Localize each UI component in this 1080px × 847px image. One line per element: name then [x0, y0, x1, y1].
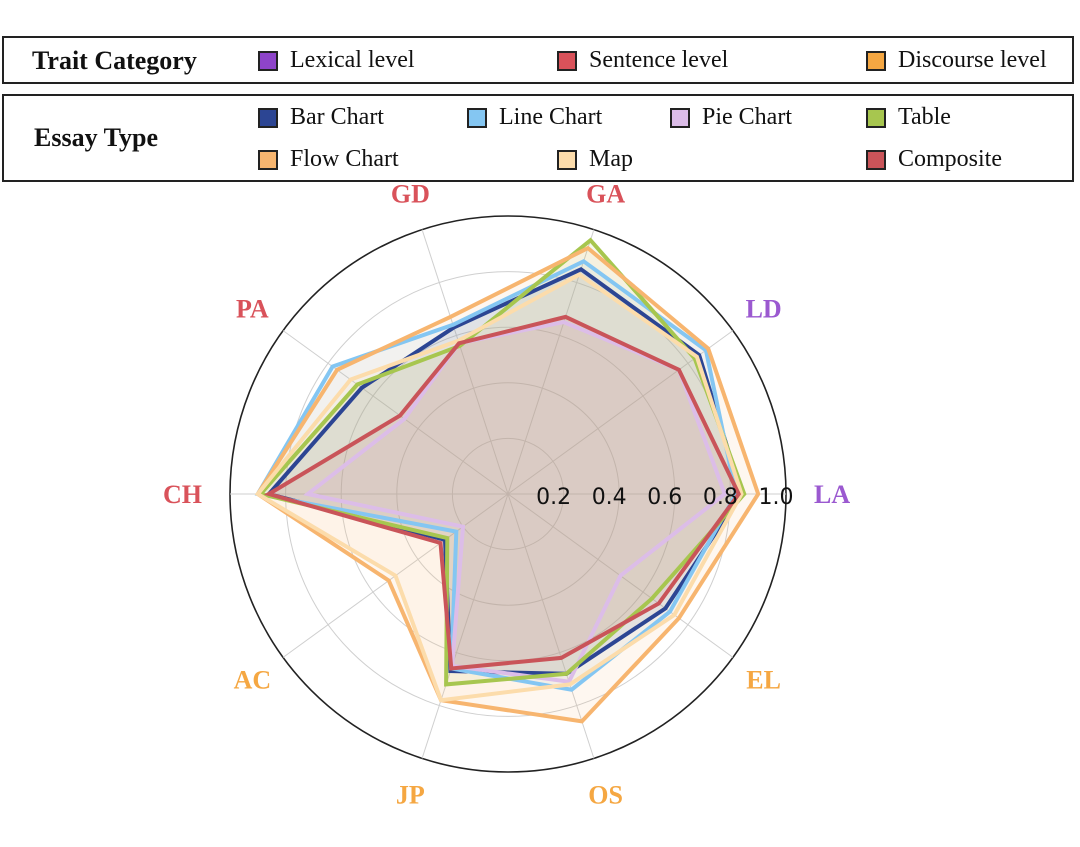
radial-tick-label: 0.6: [647, 485, 682, 510]
legend-item-map: Map: [557, 146, 633, 173]
legend-label-sentence: Sentence level: [589, 47, 729, 73]
series-line-composite: [263, 314, 742, 671]
axis-label-gd: GD: [391, 182, 430, 208]
legend-swatch-table: [866, 107, 886, 128]
axis-label-os: OS: [588, 781, 623, 810]
legend-item-table: Table: [866, 104, 951, 131]
legend-label-pie-chart: Pie Chart: [702, 104, 792, 130]
legend-item-flow-chart: Flow Chart: [258, 146, 399, 173]
series-fill-pie-chart: [307, 322, 725, 682]
legend-label-bar-chart: Bar Chart: [290, 104, 384, 130]
legend-swatch-composite: [866, 149, 886, 170]
legend-label-line-chart: Line Chart: [499, 104, 603, 130]
essay-type-legend: Essay Type Bar Chart Line Chart Pie Char…: [2, 94, 1074, 182]
axis-label-la: LA: [814, 480, 850, 509]
axis-label-ld: LD: [746, 294, 782, 323]
legend-label-composite: Composite: [898, 146, 1003, 172]
essay-legend-title: Essay Type: [34, 123, 159, 152]
legend-label-flow-chart: Flow Chart: [290, 146, 399, 172]
legend-swatch-lexical: [258, 50, 278, 71]
legend-item-bar-chart: Bar Chart: [258, 104, 384, 131]
legend-swatch-line-chart: [467, 107, 487, 128]
radar-spoke: [282, 330, 509, 495]
legend-label-lexical: Lexical level: [290, 47, 415, 73]
radial-tick-label: 0.4: [592, 485, 627, 510]
legend-swatch-pie-chart: [670, 107, 690, 128]
axis-label-ch: CH: [163, 480, 202, 509]
series-fill-map: [257, 274, 742, 701]
radial-tick-label: 1.0: [759, 485, 794, 510]
radar-spoke: [421, 229, 509, 495]
axis-label-ac: AC: [234, 666, 272, 695]
radar-spoke: [421, 493, 509, 759]
radar-spoke: [507, 493, 595, 759]
legend-item-line-chart: Line Chart: [467, 104, 602, 131]
radar-chart: 0.2 0.4 0.6 0.8 1.0 LA LD GA GD PA CH AC JP OS EL: [163, 182, 850, 810]
legend-label-discourse: Discourse level: [898, 47, 1047, 73]
axis-label-ga: GA: [586, 182, 625, 208]
legend-swatch-discourse: [866, 50, 886, 71]
radial-tick-label: 0.8: [703, 485, 738, 510]
axis-label-el: EL: [746, 666, 781, 695]
series-fill-composite: [268, 316, 739, 669]
legend-item-lexical: Lexical level: [258, 47, 415, 74]
radial-tick-label: 0.2: [536, 485, 571, 510]
legend-item-pie-chart: Pie Chart: [670, 104, 792, 131]
legend-label-map: Map: [589, 146, 633, 172]
legend-item-sentence: Sentence level: [557, 47, 728, 74]
legend-swatch-map: [557, 149, 577, 170]
trait-legend-title: Trait Category: [32, 46, 197, 75]
series-line-pie-chart: [303, 320, 728, 684]
axis-label-jp: JP: [396, 781, 425, 810]
series-line-map: [254, 272, 744, 703]
axis-label-pa: PA: [236, 294, 269, 323]
legend-swatch-sentence: [557, 50, 577, 71]
trait-category-legend: Trait Category Lexical level Sentence le…: [2, 36, 1074, 84]
legend-swatch-bar-chart: [258, 107, 278, 128]
legend-swatch-flow-chart: [258, 149, 278, 170]
legend-item-discourse: Discourse level: [866, 47, 1047, 74]
legend-item-composite: Composite: [866, 146, 1002, 173]
legend-label-table: Table: [898, 104, 951, 130]
